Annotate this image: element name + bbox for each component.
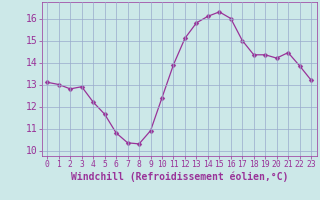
X-axis label: Windchill (Refroidissement éolien,°C): Windchill (Refroidissement éolien,°C) — [70, 172, 288, 182]
